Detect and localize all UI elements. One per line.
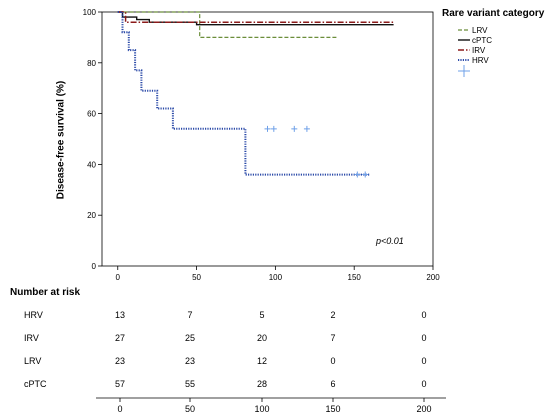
risk-cell: 27 — [114, 333, 126, 343]
risk-row-label: cPTC — [24, 379, 47, 389]
legend-title: Rare variant category — [442, 8, 545, 19]
risk-x-tick-label: 50 — [184, 404, 196, 414]
y-tick-label-100: 100 — [83, 8, 97, 17]
censor-mark-hrv-4 — [354, 171, 361, 178]
legend-entry-cptc: cPTC — [472, 36, 492, 45]
y-tick-label-60: 60 — [87, 110, 96, 119]
risk-cell: 55 — [184, 379, 196, 389]
risk-row-label: IRV — [24, 333, 39, 343]
y-tick-label-80: 80 — [87, 59, 96, 68]
risk-cell: 20 — [256, 333, 268, 343]
risk-cell: 5 — [259, 310, 265, 320]
risk-x-tick-label: 0 — [117, 404, 123, 414]
risk-x-tick-label: 150 — [325, 404, 341, 414]
legend-entry-hrv: HRV — [472, 56, 489, 65]
risk-cell: 6 — [330, 379, 336, 389]
y-tick-label-40: 40 — [87, 160, 96, 169]
series-line-hrv — [117, 11, 370, 176]
legend-censor-marker — [458, 65, 470, 77]
risk-cell: 0 — [421, 310, 427, 320]
risk-x-tick-label: 100 — [254, 404, 270, 414]
x-tick-label-150: 150 — [348, 273, 362, 282]
plot-frame — [101, 11, 434, 267]
y-axis-label: Disease-free survival (%) — [55, 80, 67, 200]
legend: LRV cPTC IRV HRV — [472, 26, 492, 66]
censor-mark-hrv-3 — [303, 125, 310, 132]
risk-cell: 23 — [114, 356, 126, 366]
risk-cell: 57 — [114, 379, 126, 389]
censor-mark-hrv-2 — [291, 125, 298, 132]
risk-cell: 0 — [421, 379, 427, 389]
censor-mark-hrv-5 — [362, 171, 369, 178]
censor-mark-hrv-0 — [264, 125, 271, 132]
risk-cell: 7 — [330, 333, 336, 343]
risk-table-title: Number at risk — [10, 287, 81, 298]
risk-x-tick-label: 200 — [416, 404, 432, 414]
censor-mark-hrv-1 — [270, 125, 277, 132]
risk-cell: 13 — [114, 310, 126, 320]
risk-cell: 23 — [184, 356, 196, 366]
series-line-lrv — [117, 11, 339, 38]
series-line-irv — [117, 11, 394, 23]
y-tick-label-0: 0 — [92, 262, 97, 271]
risk-cell: 0 — [421, 356, 427, 366]
risk-cell: 7 — [187, 310, 193, 320]
legend-entry-lrv: LRV — [472, 26, 488, 35]
risk-cell: 0 — [421, 333, 427, 343]
risk-cell: 25 — [184, 333, 196, 343]
risk-cell: 2 — [330, 310, 336, 320]
y-tick-label-20: 20 — [87, 211, 96, 220]
p-value-annotation: p<0.01 — [376, 236, 404, 246]
legend-entry-irv: IRV — [472, 46, 486, 55]
x-tick-label-100: 100 — [269, 273, 283, 282]
x-tick-label-0: 0 — [116, 273, 121, 282]
risk-row-label: LRV — [24, 356, 42, 366]
risk-cell: 0 — [330, 356, 336, 366]
x-tick-label-50: 50 — [192, 273, 201, 282]
risk-cell: 28 — [256, 379, 268, 389]
x-tick-label-200: 200 — [426, 273, 440, 282]
risk-row-label: HRV — [24, 310, 43, 320]
risk-cell: 12 — [256, 356, 268, 366]
